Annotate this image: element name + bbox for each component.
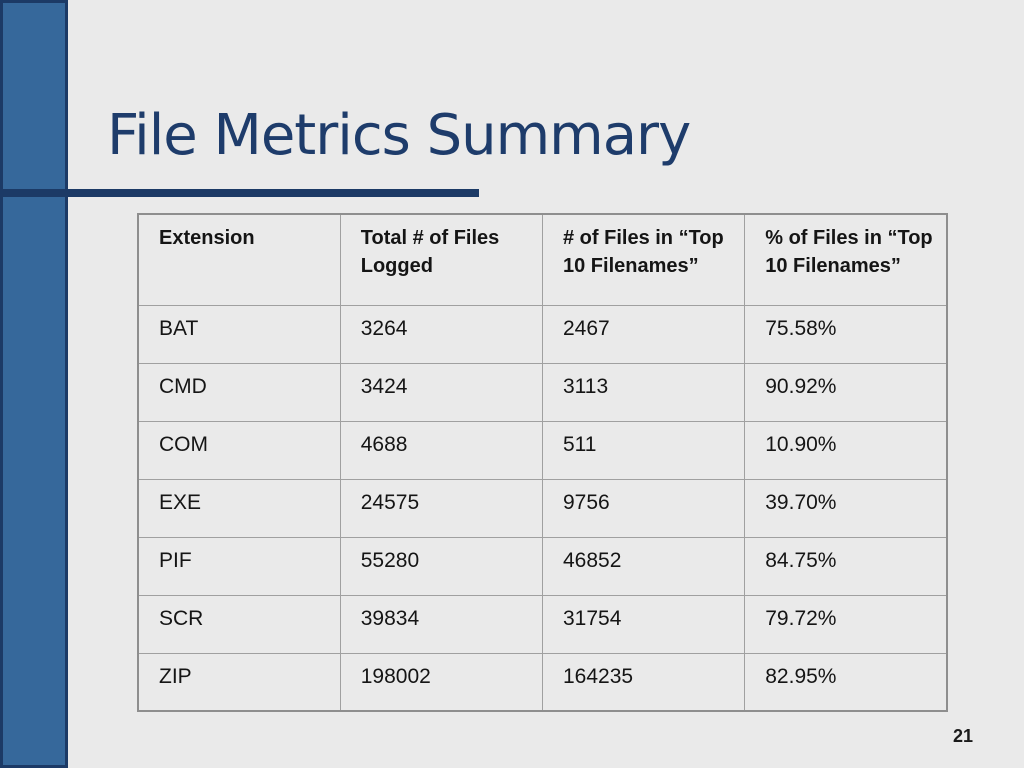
cell-top10-pct: 84.75% xyxy=(744,536,948,596)
column-header-total-files: Total # of Files Logged xyxy=(339,213,544,306)
cell-total: 4688 xyxy=(339,420,544,480)
cell-total: 198002 xyxy=(339,652,544,712)
slide-page-number: 21 xyxy=(953,726,974,746)
left-accent-bar xyxy=(0,0,68,768)
cell-total: 55280 xyxy=(339,536,544,596)
cell-top10-count: 9756 xyxy=(541,478,746,538)
title-underline xyxy=(0,189,479,197)
cell-top10-count: 2467 xyxy=(541,304,746,364)
cell-top10-count: 46852 xyxy=(541,536,746,596)
cell-top10-count: 3113 xyxy=(541,362,746,422)
cell-top10-pct: 75.58% xyxy=(744,304,948,364)
table-row: EXE 24575 9756 39.70% xyxy=(137,478,948,538)
table-header-row: Extension Total # of Files Logged # of F… xyxy=(137,213,948,306)
footer-logo: UNIVERSITY INFORMATION SERVICES GEORGETO… xyxy=(0,705,600,768)
cell-top10-pct: 39.70% xyxy=(744,478,948,538)
cell-top10-count: 511 xyxy=(541,420,746,480)
table-row: SCR 39834 31754 79.72% xyxy=(137,594,948,654)
cell-extension: CMD xyxy=(137,362,341,422)
cell-extension: BAT xyxy=(137,304,341,364)
cell-top10-pct: 10.90% xyxy=(744,420,948,480)
table-row: COM 4688 511 10.90% xyxy=(137,420,948,480)
cell-extension: EXE xyxy=(137,478,341,538)
slide-title: File Metrics Summary xyxy=(107,103,691,168)
column-header-files-top10: # of Files in “Top 10 Filenames” xyxy=(541,213,746,306)
column-header-extension: Extension xyxy=(137,213,341,306)
cell-top10-pct: 82.95% xyxy=(744,652,948,712)
cell-top10-count: 31754 xyxy=(541,594,746,654)
cell-extension: ZIP xyxy=(137,652,341,712)
table-row: CMD 3424 3113 90.92% xyxy=(137,362,948,422)
table-row: ZIP 198002 164235 82.95% xyxy=(137,652,948,712)
cell-extension: PIF xyxy=(137,536,341,596)
cell-top10-count: 164235 xyxy=(541,652,746,712)
cell-top10-pct: 90.92% xyxy=(744,362,948,422)
cell-total: 3264 xyxy=(339,304,544,364)
cell-total: 3424 xyxy=(339,362,544,422)
cell-extension: COM xyxy=(137,420,341,480)
file-metrics-table: Extension Total # of Files Logged # of F… xyxy=(137,213,948,712)
cell-top10-pct: 79.72% xyxy=(744,594,948,654)
table-row: PIF 55280 46852 84.75% xyxy=(137,536,948,596)
cell-total: 24575 xyxy=(339,478,544,538)
cell-total: 39834 xyxy=(339,594,544,654)
cell-extension: SCR xyxy=(137,594,341,654)
table-row: BAT 3264 2467 75.58% xyxy=(137,304,948,364)
column-header-pct-top10: % of Files in “Top 10 Filenames” xyxy=(744,213,948,306)
